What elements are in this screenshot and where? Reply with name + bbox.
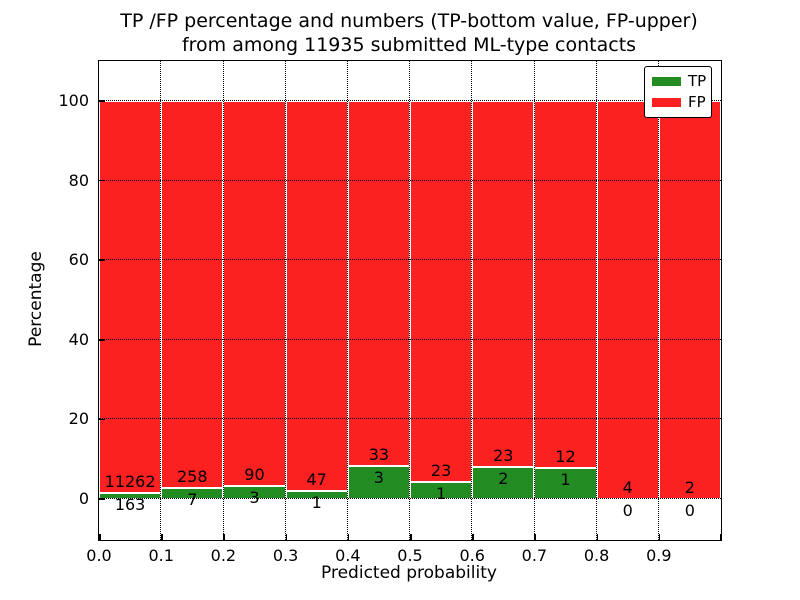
x-tick: [410, 534, 412, 540]
v-gridline: [658, 61, 660, 540]
y-tick-label: 20: [68, 409, 89, 429]
y-tick-label: 100: [58, 91, 89, 110]
y-tick: [99, 100, 105, 102]
h-gridline: [99, 338, 721, 340]
bar-tp-segment: [472, 467, 535, 499]
x-tick-label: 0.3: [272, 546, 299, 565]
tp-count-label: 7: [187, 490, 198, 510]
h-gridline: [99, 100, 721, 101]
y-tick: [99, 498, 105, 500]
fp-count-label: 23: [430, 461, 452, 481]
x-tick: [596, 534, 599, 540]
y-tick-label: 80: [68, 170, 89, 190]
chart-title-line1: TP /FP percentage and numbers (TP-bottom…: [120, 10, 698, 32]
x-axis-title: Predicted probability: [321, 563, 497, 583]
fp-count-label: 4: [622, 478, 633, 497]
tp-legend-swatch: [652, 77, 681, 86]
tp-count-label: 1: [311, 492, 322, 512]
fp-count-label: 258: [177, 467, 208, 487]
x-tick: [719, 534, 721, 540]
tp-count-label: 1: [436, 484, 447, 504]
x-tick: [285, 534, 288, 540]
tp-count-label: 163: [114, 495, 146, 515]
fp-count-label: 90: [244, 465, 265, 485]
legend-label-fp: FP: [688, 93, 706, 111]
x-tick: [534, 534, 536, 540]
x-tick: [658, 534, 661, 540]
legend-item-tp: TP: [652, 74, 711, 89]
y-tick: [99, 179, 105, 182]
legend-label-tp: TP: [688, 72, 707, 90]
x-tick: [161, 534, 163, 540]
h-gridline: [99, 259, 721, 261]
chart-title: TP /FP percentage and numbers (TP-bottom…: [98, 9, 720, 57]
fp-count-label: 47: [306, 469, 327, 489]
legend: TP FP: [644, 66, 712, 118]
x-tick-label: 0.4: [335, 546, 361, 565]
bar-fp-segment: [534, 101, 597, 469]
bar-fp-segment: [161, 101, 224, 489]
v-gridline: [533, 61, 535, 540]
bar-fp-segment: [223, 101, 286, 487]
v-gridline: [347, 61, 349, 540]
plot-area: TP FP 11262 163 258 7 90 3 47 1 33 3 23 1 23 2 12 1 4 0 2 0…: [58, 60, 722, 565]
h-gridline: [99, 179, 721, 181]
v-gridline: [595, 61, 597, 540]
chart-title-line2: from among 11935 submitted ML-type conta…: [181, 34, 637, 56]
v-gridline: [160, 61, 162, 540]
y-tick: [99, 418, 105, 421]
x-tick-label: 0.2: [210, 546, 237, 565]
fp-count-label: 11262: [104, 472, 156, 492]
tp-count-label: 1: [560, 470, 571, 490]
x-tick: [99, 534, 101, 540]
tp-count-label: 3: [249, 488, 260, 508]
x-tick-label: 0.1: [148, 546, 174, 565]
tp-count-label: 3: [373, 467, 384, 487]
v-gridline: [471, 61, 473, 540]
y-tick: [99, 339, 105, 341]
y-tick: [99, 259, 105, 261]
y-tick-label: 60: [68, 250, 89, 270]
bar-fp-segment: [410, 101, 473, 483]
tp-count-label: 2: [498, 469, 509, 489]
x-tick: [472, 534, 474, 540]
fp-legend-swatch: [652, 98, 681, 107]
x-tick-label: 0.0: [86, 546, 112, 565]
x-tick-label: 0.6: [459, 546, 485, 565]
bar-fp-segment: [596, 101, 659, 499]
h-gridline: [99, 418, 721, 420]
bar-fp-segment: [658, 101, 721, 499]
fp-count-label: 33: [368, 444, 390, 464]
v-gridline: [284, 61, 286, 540]
bar-fp-segment: [99, 101, 162, 494]
bar-fp-segment: [472, 101, 535, 468]
bar-fp-segment: [347, 101, 410, 466]
x-tick-label: 0.5: [397, 546, 423, 565]
x-tick: [347, 534, 350, 540]
h-gridline: [99, 498, 721, 499]
x-tick-label: 0.9: [646, 546, 672, 565]
y-tick-label: 0: [78, 489, 89, 508]
v-gridline: [409, 61, 411, 540]
y-axis-title: Percentage: [26, 251, 46, 347]
x-tick: [223, 534, 225, 540]
tp-count-label: 0: [684, 501, 695, 520]
legend-item-fp: FP: [652, 95, 711, 110]
bar-tp-segment: [347, 465, 410, 499]
fp-count-label: 12: [555, 447, 576, 467]
v-gridline: [222, 61, 224, 540]
x-tick-label: 0.8: [583, 546, 610, 565]
fp-count-label: 23: [493, 446, 514, 466]
bar-fp-segment: [285, 101, 348, 491]
fp-count-label: 2: [684, 478, 695, 497]
x-tick-label: 0.7: [521, 546, 548, 565]
tp-count-label: 0: [622, 501, 633, 520]
y-tick-label: 40: [68, 329, 89, 349]
